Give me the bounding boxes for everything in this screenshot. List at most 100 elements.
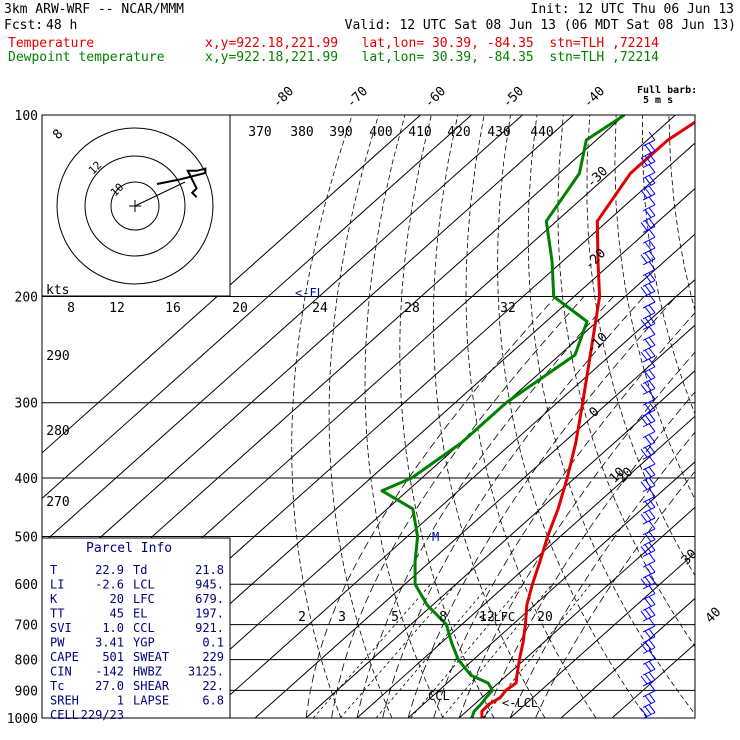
parcel-key: LCL bbox=[133, 578, 155, 592]
pressure-label-300: 300 bbox=[15, 397, 38, 412]
wind-barb-flag bbox=[644, 468, 652, 478]
wind-barb-flag bbox=[648, 293, 656, 303]
wind-barb-flag bbox=[648, 164, 656, 173]
dry-adiabat bbox=[668, 115, 695, 312]
pressure-label-400: 400 bbox=[15, 472, 38, 487]
parcel-value: 27.0 bbox=[95, 679, 124, 693]
parcel-value: 921. bbox=[195, 621, 224, 635]
dry-adiabat bbox=[399, 115, 495, 718]
wind-barb-flag bbox=[644, 144, 652, 154]
wind-barb-flag bbox=[644, 565, 652, 575]
hodograph-speed-label-16: 16 bbox=[165, 301, 181, 316]
valid-time: Valid: 12 UTC Sat 08 Jun 13 (06 MDT Sat … bbox=[344, 18, 736, 33]
wind-barb-flag bbox=[648, 574, 656, 584]
wind-barb-flag bbox=[644, 598, 652, 607]
theta-label-270: 270 bbox=[46, 495, 69, 510]
theta-label-400: 400 bbox=[369, 125, 392, 140]
parcel-key: HWBZ bbox=[133, 665, 162, 679]
dry-adiabat bbox=[586, 115, 695, 577]
wind-barb-flag bbox=[644, 306, 652, 316]
isotherm bbox=[42, 115, 472, 500]
mixing-ratio-label-12: 12 bbox=[479, 610, 495, 625]
wind-barb-flag bbox=[648, 423, 656, 432]
full-barb-label: Full barb: bbox=[637, 85, 697, 96]
wind-barb-flag bbox=[640, 546, 648, 555]
wind-barb-flag bbox=[644, 630, 652, 640]
hodograph-speed-label-12: 12 bbox=[109, 301, 125, 316]
plot-area bbox=[42, 115, 695, 718]
mixing-ratio-label-5: 5 bbox=[391, 610, 399, 625]
hodograph-speed-label-32: 32 bbox=[500, 301, 516, 316]
wind-barb-flag bbox=[648, 628, 656, 638]
wind-barb-flag bbox=[648, 639, 656, 648]
mixing-ratio-label-3: 3 bbox=[338, 610, 346, 625]
parcel-value: 1.0 bbox=[102, 621, 124, 635]
theta-label-390: 390 bbox=[329, 125, 352, 140]
parcel-value: 6.8 bbox=[202, 694, 224, 708]
moist-adiabat bbox=[535, 470, 695, 718]
parcel-value: -2.6 bbox=[95, 578, 124, 592]
dewpoint-profile bbox=[380, 115, 626, 718]
wind-barb-flag bbox=[648, 315, 656, 324]
hodograph-ring bbox=[56, 127, 214, 285]
dry-adiabat bbox=[557, 115, 695, 648]
isotherm bbox=[203, 278, 695, 718]
wind-barb-flag bbox=[648, 617, 656, 627]
wind-barb-flag bbox=[648, 358, 656, 368]
wind-barb-flag bbox=[648, 660, 656, 670]
wind-barb-flag bbox=[648, 304, 656, 314]
wind-barb-flag bbox=[644, 436, 652, 445]
wind-barb-flag bbox=[648, 596, 656, 605]
wind-barb-flag bbox=[644, 382, 652, 391]
isotherm bbox=[509, 552, 695, 718]
ccl-label: CCL bbox=[428, 689, 450, 703]
wind-barb-flag bbox=[644, 662, 652, 672]
wind-barb-flag bbox=[640, 481, 648, 490]
wind-barb-flag bbox=[648, 218, 656, 227]
moist-adiabat bbox=[356, 296, 614, 718]
hodograph-ring bbox=[84, 155, 186, 257]
wind-barb-flag bbox=[644, 533, 652, 542]
parcel-value: 21.8 bbox=[195, 563, 224, 577]
wind-barb-flag bbox=[648, 390, 656, 400]
wind-barb-flag bbox=[644, 284, 652, 294]
full-barb-value: 5 m s bbox=[643, 95, 673, 106]
wind-barb-flag bbox=[640, 222, 648, 231]
wind-barb-flag bbox=[644, 706, 652, 715]
hodograph-ring bbox=[110, 181, 160, 231]
dry-adiabat bbox=[364, 115, 444, 718]
isotherm-label-0: 0 bbox=[586, 404, 602, 420]
parcel-value: 229/23 bbox=[81, 708, 124, 722]
wind-barb-flag bbox=[648, 606, 656, 616]
wind-barb-flag bbox=[644, 317, 652, 326]
wind-barb-flag bbox=[648, 455, 656, 465]
wind-barb-flag bbox=[648, 380, 656, 389]
wind-barb-flag bbox=[648, 434, 656, 443]
wind-barb-flag bbox=[644, 446, 652, 456]
parcel-value: 679. bbox=[195, 592, 224, 606]
mixing-ratio-line bbox=[410, 583, 523, 718]
wind-barb-flag bbox=[644, 252, 652, 262]
wind-barb-flag bbox=[640, 643, 648, 652]
parcel-key: LAPSE bbox=[133, 694, 169, 708]
temperature-location: x,y=922.18,221.99 lat,lon= 30.39, -84.35… bbox=[205, 36, 659, 51]
wind-barb-flag bbox=[648, 477, 656, 486]
moist-adiabat bbox=[407, 296, 677, 718]
parcel-key: CIN bbox=[50, 665, 72, 679]
wind-barb-flag bbox=[648, 239, 656, 249]
moist-adiabat bbox=[433, 312, 695, 718]
isotherm bbox=[42, 115, 421, 454]
wind-barb-flag bbox=[648, 131, 656, 141]
isotherm bbox=[458, 506, 695, 718]
wind-barb-flag bbox=[644, 220, 652, 229]
pressure-label-900: 900 bbox=[15, 684, 38, 699]
pressure-label-200: 200 bbox=[15, 291, 38, 306]
wind-barb-flag bbox=[640, 610, 648, 620]
wind-barb-flag bbox=[648, 682, 656, 692]
wind-barb-flag bbox=[648, 585, 656, 594]
wind-barb-flag bbox=[648, 704, 656, 713]
wind-barb-flag bbox=[648, 552, 656, 562]
parcel-key: SVI bbox=[50, 621, 72, 635]
hodograph-trace bbox=[156, 167, 207, 198]
